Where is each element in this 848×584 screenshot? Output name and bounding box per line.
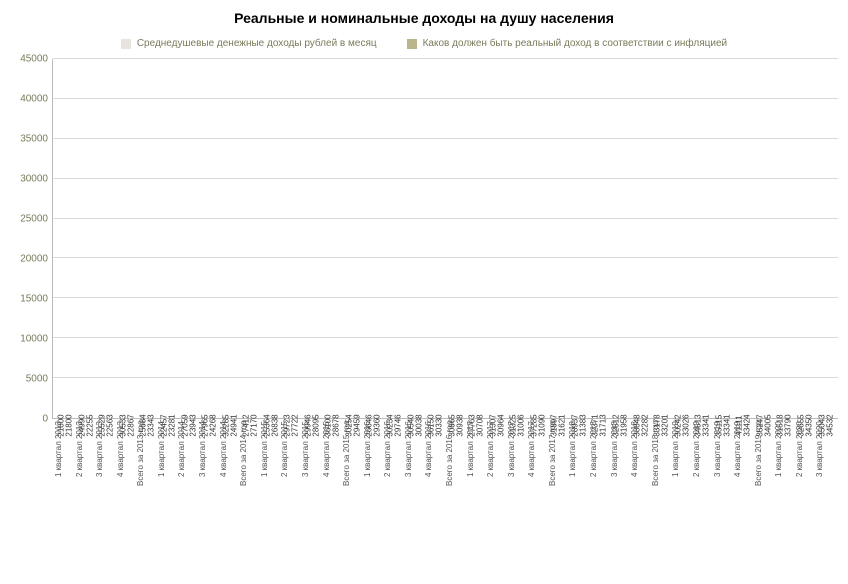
x-category-label: 1 квартал 2015 (260, 421, 281, 531)
x-category-label: 1 квартал 2018 (568, 421, 589, 531)
x-category-label: 1 квартал 2016 (363, 421, 384, 531)
x-category-label: Всего за 2018 год (651, 421, 672, 531)
grid-line (53, 138, 838, 139)
x-axis: 1 квартал 20132 квартал 20133 квартал 20… (52, 421, 838, 531)
x-category-label: Всего за 2019 год (754, 421, 775, 531)
x-category-label: Всего за 2014 год (239, 421, 260, 531)
x-category-label: 2 квартал 2016 (383, 421, 404, 531)
grid-line (53, 377, 838, 378)
grid-line (53, 218, 838, 219)
x-category-label: 1 квартал 2013 (54, 421, 75, 531)
y-tick: 10000 (20, 334, 48, 345)
x-category-label: 4 квартал 2017 (527, 421, 548, 531)
grid-line (53, 178, 838, 179)
y-tick: 30000 (20, 174, 48, 185)
y-tick: 0 (42, 414, 48, 425)
y-tick: 15000 (20, 294, 48, 305)
grid-line (53, 297, 838, 298)
x-category-label: 4 квартал 2013 (116, 421, 137, 531)
grid-line (53, 98, 838, 99)
x-category-label: 2 квартал 2013 (75, 421, 96, 531)
x-category-label: 3 квартал 2014 (198, 421, 219, 531)
x-category-label: 1 квартал 2017 (466, 421, 487, 531)
x-category-label: 3 квартал 2015 (301, 421, 322, 531)
x-category-label: 4 квартал 2014 (219, 421, 240, 531)
x-category-label: 2 квартал 2014 (177, 421, 198, 531)
grid-line (53, 337, 838, 338)
x-category-label: 1 квартал 2019 (671, 421, 692, 531)
y-axis: 0500010000150002000025000300003500040000… (10, 59, 52, 419)
x-category-label: Всего за 2017 год (548, 421, 569, 531)
x-category-label: 1 квартал 2014 (157, 421, 178, 531)
y-tick: 35000 (20, 134, 48, 145)
x-category-label: 2 квартал 2015 (280, 421, 301, 531)
legend-item-series2: Каков должен быть реальный доход в соотв… (407, 38, 728, 49)
y-tick: 5000 (26, 374, 48, 385)
y-tick: 45000 (20, 54, 48, 65)
legend-swatch-1 (121, 39, 131, 49)
x-category-label: Всего за 2016 год (445, 421, 466, 531)
x-category-label: 3 квартал 2019 (713, 421, 734, 531)
y-tick: 20000 (20, 254, 48, 265)
x-category-label: 3 квартал 2017 (507, 421, 528, 531)
x-category-label: 3 квартал 2020 (815, 421, 836, 531)
x-category-label: 4 квартал 2018 (630, 421, 651, 531)
x-category-label: 2 квартал 2019 (692, 421, 713, 531)
y-tick: 25000 (20, 214, 48, 225)
x-category-label: 4 квартал 2015 (322, 421, 343, 531)
legend-label-1: Среднедушевые денежные доходы рублей в м… (137, 38, 377, 49)
x-category-label: 4 квартал 2019 (733, 421, 754, 531)
chart-legend: Среднедушевые денежные доходы рублей в м… (10, 38, 838, 49)
x-category-label: 3 квартал 2013 (95, 421, 116, 531)
x-category-label: 3 квартал 2018 (610, 421, 631, 531)
legend-item-series1: Среднедушевые денежные доходы рублей в м… (121, 38, 377, 49)
grid-line (53, 58, 838, 59)
x-category-label: 2 квартал 2020 (795, 421, 816, 531)
plot-area: 0500010000150002000025000300003500040000… (10, 59, 838, 419)
x-category-label: 2 квартал 2017 (486, 421, 507, 531)
x-category-label: Всего за 2015 год (342, 421, 363, 531)
x-category-label: 4 квартал 2016 (424, 421, 445, 531)
legend-swatch-2 (407, 39, 417, 49)
x-category-label: 1 квартал 2020 (774, 421, 795, 531)
x-category-label: 2 квартал 2018 (589, 421, 610, 531)
chart-title: Реальные и номинальные доходы на душу на… (10, 10, 838, 26)
x-category-label: Всего за 2013 год (136, 421, 157, 531)
grid-line (53, 257, 838, 258)
x-category-label: 3 квартал 2016 (404, 421, 425, 531)
y-tick: 40000 (20, 94, 48, 105)
legend-label-2: Каков должен быть реальный доход в соотв… (423, 38, 728, 49)
plot: 2180021800249902225525529225633053322867… (52, 59, 838, 419)
